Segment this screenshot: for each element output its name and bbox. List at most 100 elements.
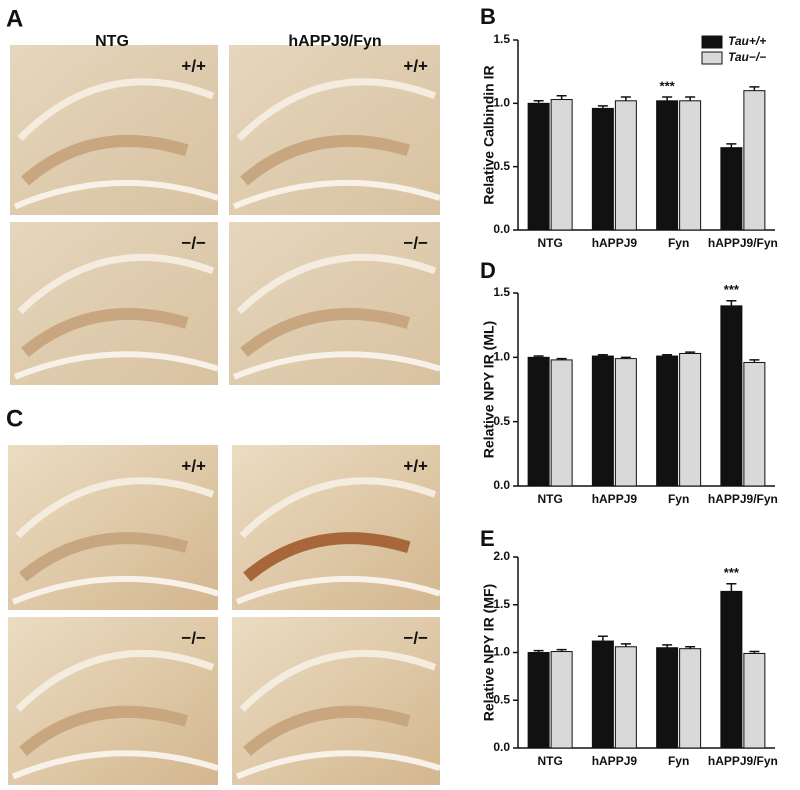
error-bar bbox=[726, 299, 737, 306]
error-bar bbox=[685, 96, 696, 101]
error-bar bbox=[662, 354, 673, 357]
genotype-label: −/− bbox=[181, 628, 206, 647]
tissue-layer bbox=[13, 179, 219, 210]
panel-label: B bbox=[480, 4, 496, 29]
panel-label: D bbox=[480, 258, 496, 283]
tissue-layer bbox=[13, 351, 219, 380]
tissue-layer bbox=[19, 705, 189, 756]
genotype-label: −/− bbox=[403, 233, 428, 252]
bar bbox=[679, 100, 702, 231]
tissue-layer bbox=[240, 135, 411, 186]
error-bar bbox=[597, 354, 608, 357]
error-bar bbox=[749, 650, 760, 654]
error-bar bbox=[597, 105, 608, 109]
tissue-layer bbox=[235, 750, 441, 780]
tissue-layer bbox=[243, 532, 411, 582]
bar bbox=[679, 648, 702, 749]
error-bar bbox=[685, 646, 696, 649]
legend-swatch bbox=[701, 35, 723, 49]
error-bar bbox=[556, 648, 567, 652]
error-bar bbox=[597, 635, 608, 642]
genotype-label: +/+ bbox=[403, 56, 428, 75]
tissue-layer bbox=[21, 308, 189, 358]
genotype-label: +/+ bbox=[181, 56, 206, 75]
y-tick-label: 0.5 bbox=[493, 692, 510, 706]
y-tick-label: 0.0 bbox=[493, 740, 510, 754]
error-bar bbox=[533, 355, 544, 358]
micrograph bbox=[229, 222, 441, 385]
y-tick-label: 1.5 bbox=[493, 32, 510, 46]
y-tick-label: 0.5 bbox=[493, 414, 510, 428]
tissue-layer bbox=[239, 477, 437, 539]
bar bbox=[720, 147, 743, 231]
bar bbox=[743, 652, 766, 749]
error-bar bbox=[556, 94, 567, 100]
tissue-layer bbox=[232, 351, 441, 380]
bar bbox=[527, 652, 550, 749]
genotype-label: +/+ bbox=[403, 456, 428, 475]
bar bbox=[679, 352, 702, 487]
significance-label: *** bbox=[724, 282, 740, 297]
micrograph bbox=[232, 445, 441, 610]
micrograph bbox=[8, 617, 219, 785]
tissue-layer bbox=[19, 532, 189, 582]
tissue-layer bbox=[236, 253, 437, 315]
y-tick-label: 0.5 bbox=[493, 159, 510, 173]
panel-label: C bbox=[6, 405, 23, 432]
error-bar bbox=[662, 644, 673, 648]
column-header: hAPPJ9/Fyn bbox=[288, 33, 381, 50]
error-bar bbox=[685, 351, 696, 354]
x-tick-label: Fyn bbox=[668, 754, 689, 768]
legend-swatch bbox=[701, 51, 723, 65]
error-bar bbox=[533, 100, 544, 104]
bar bbox=[550, 651, 573, 749]
y-tick-label: 1.5 bbox=[493, 597, 510, 611]
x-tick-label: hAPPJ9/Fyn bbox=[708, 236, 778, 250]
x-tick-label: hAPPJ9 bbox=[592, 492, 638, 506]
tissue-layer bbox=[17, 78, 215, 141]
tissue-layer bbox=[21, 135, 189, 186]
bar bbox=[743, 361, 766, 487]
error-bar bbox=[662, 96, 673, 101]
bar bbox=[550, 359, 573, 487]
genotype-label: −/− bbox=[403, 628, 428, 647]
y-tick-label: 1.0 bbox=[493, 350, 510, 364]
micrograph bbox=[10, 45, 219, 215]
legend-label: Tau+/+ bbox=[728, 34, 766, 48]
tissue-layer bbox=[235, 575, 441, 605]
bar bbox=[614, 646, 637, 749]
bar bbox=[656, 100, 679, 231]
bar bbox=[591, 355, 614, 487]
x-tick-label: hAPPJ9 bbox=[592, 236, 638, 250]
bar bbox=[720, 305, 743, 487]
tissue-layer bbox=[236, 78, 437, 141]
bar bbox=[656, 355, 679, 487]
bar bbox=[614, 100, 637, 231]
tissue-layer bbox=[17, 253, 215, 315]
x-tick-label: hAPPJ9/Fyn bbox=[708, 492, 778, 506]
y-axis-label: Relative NPY IR (MF) bbox=[481, 584, 497, 721]
micrograph bbox=[232, 617, 441, 785]
x-tick-label: NTG bbox=[537, 236, 562, 250]
tissue-layer bbox=[15, 477, 215, 539]
error-bar bbox=[620, 356, 631, 359]
bar bbox=[591, 640, 614, 749]
error-bar bbox=[749, 359, 760, 363]
bar bbox=[527, 356, 550, 487]
error-bar bbox=[620, 643, 631, 647]
y-tick-label: 1.0 bbox=[493, 96, 510, 110]
x-tick-label: NTG bbox=[537, 492, 562, 506]
panel-label: A bbox=[6, 5, 23, 32]
error-bar bbox=[726, 582, 737, 592]
bar bbox=[743, 90, 766, 231]
bar bbox=[656, 647, 679, 749]
micrograph bbox=[10, 222, 219, 385]
tissue-layer bbox=[243, 705, 411, 756]
bar bbox=[591, 107, 614, 231]
error-bar bbox=[533, 649, 544, 653]
tissue-layer bbox=[11, 750, 219, 780]
genotype-label: −/− bbox=[181, 233, 206, 252]
y-tick-label: 1.5 bbox=[493, 285, 510, 299]
x-tick-label: hAPPJ9/Fyn bbox=[708, 754, 778, 768]
error-bar bbox=[620, 96, 631, 101]
